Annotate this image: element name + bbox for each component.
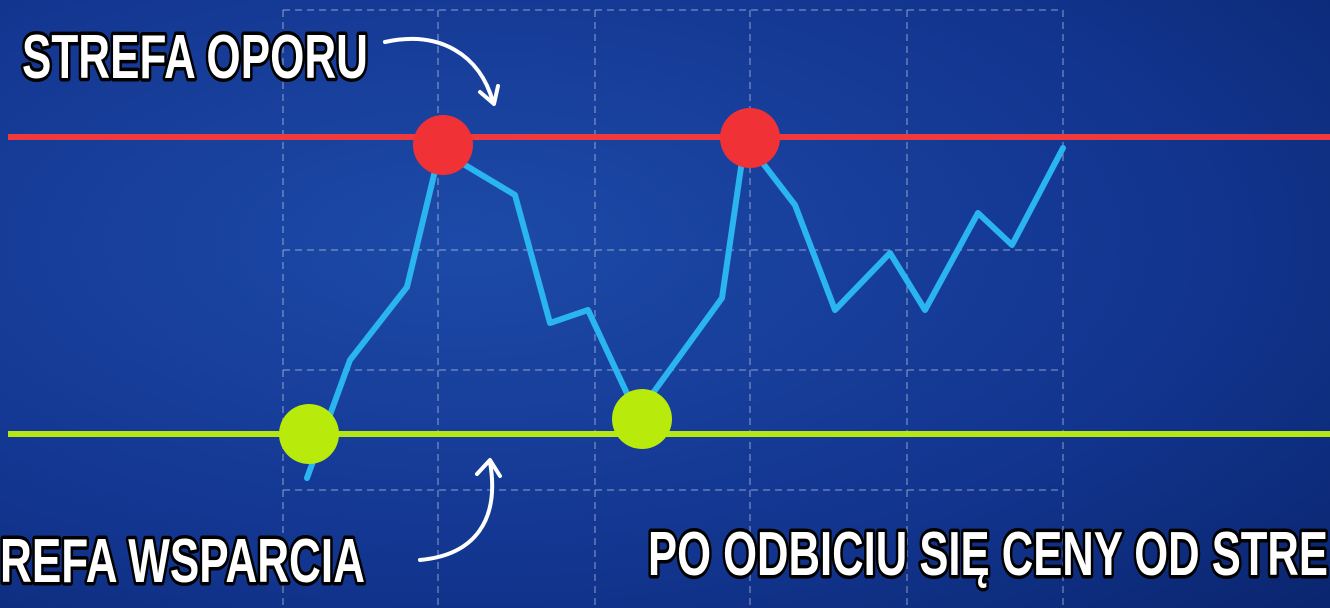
arrow-head bbox=[475, 458, 502, 478]
support-touch bbox=[612, 389, 672, 449]
arrow-head bbox=[478, 84, 500, 106]
price-line bbox=[304, 137, 1066, 481]
resistance-label: STREFA OPORU bbox=[22, 23, 368, 92]
caption: PO ODBICIU SIĘ CENY OD STRE bbox=[648, 520, 1328, 589]
resistance-touch bbox=[720, 108, 780, 168]
resistance-touch bbox=[413, 115, 473, 175]
arrow bbox=[418, 460, 495, 562]
support-label: REFA WSPARCIA bbox=[0, 527, 365, 596]
support-touch bbox=[279, 404, 339, 464]
arrow bbox=[383, 37, 495, 104]
